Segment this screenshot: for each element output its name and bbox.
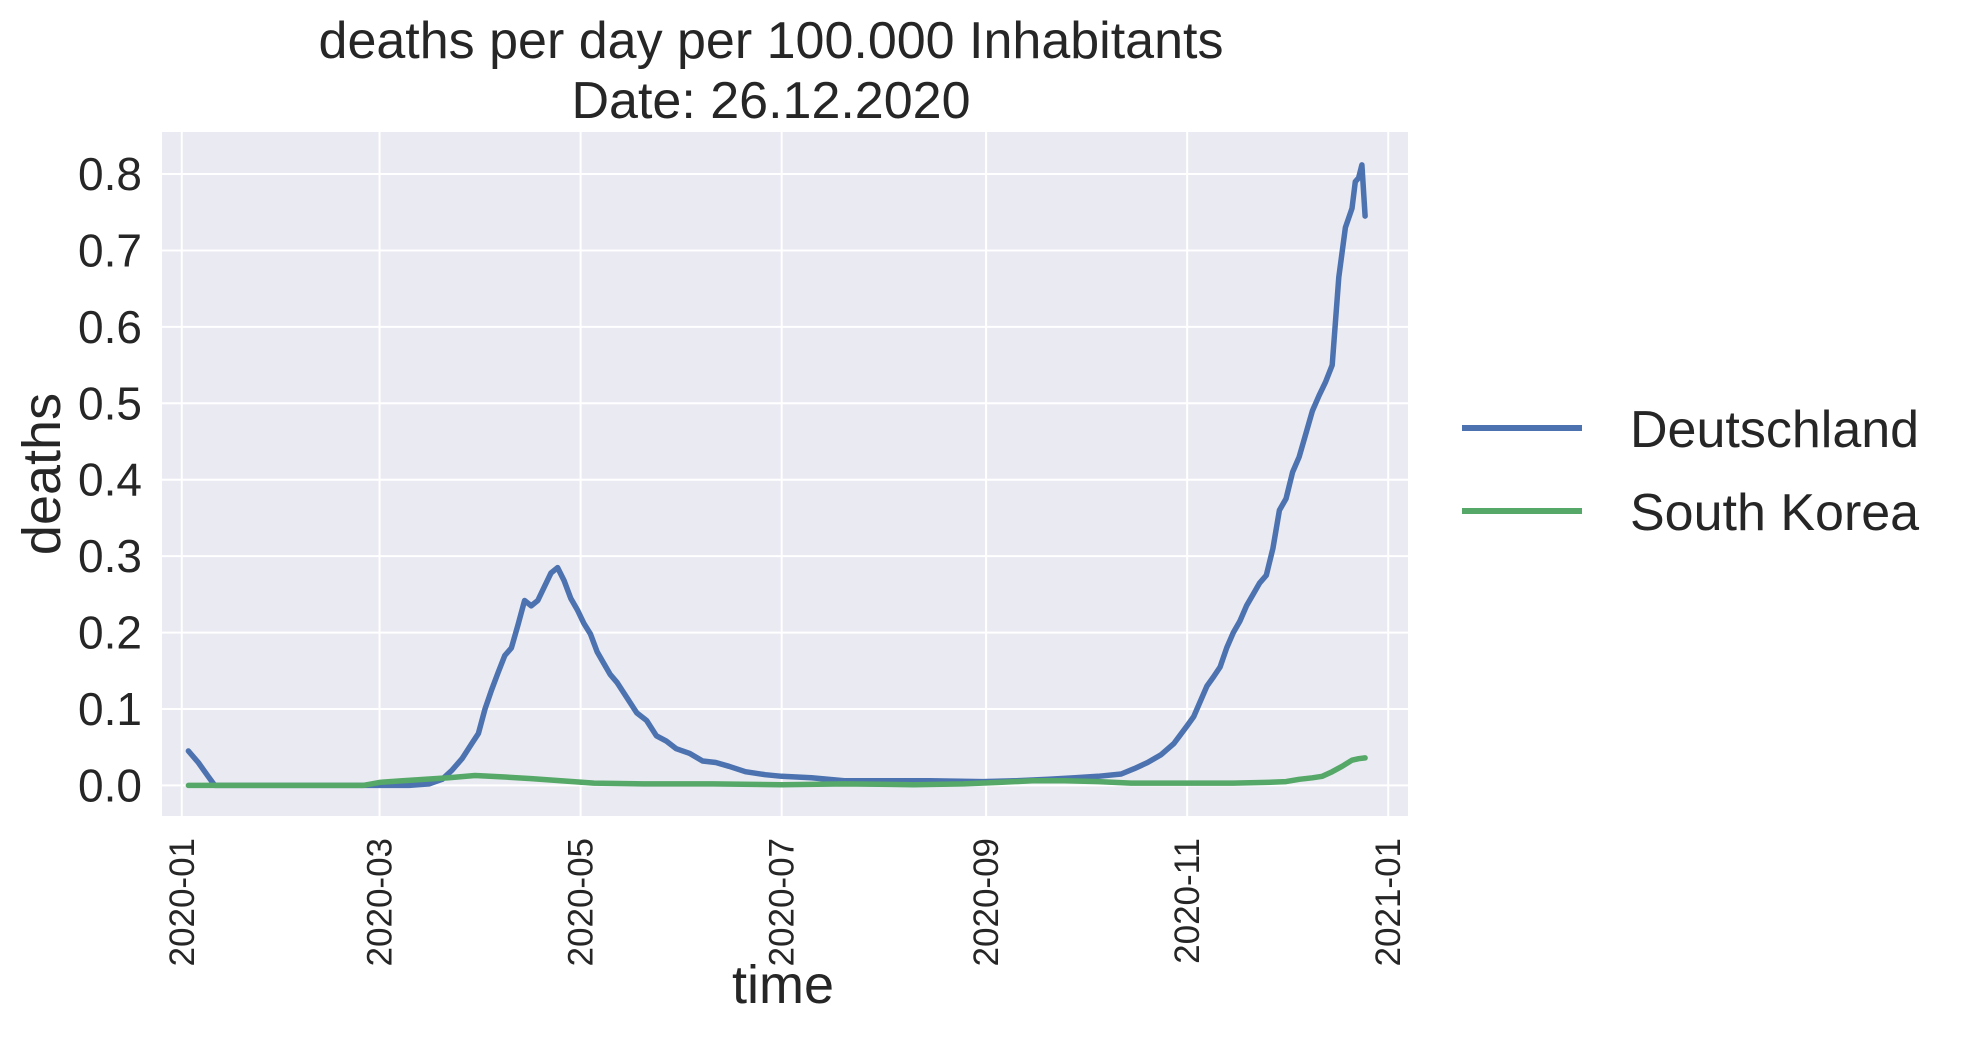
y-tick-label: 0.5 — [78, 377, 142, 429]
grid — [162, 132, 1408, 816]
y-tick-label: 0.1 — [78, 683, 142, 735]
y-tick-label: 0.7 — [78, 224, 142, 276]
y-tick-label: 0.2 — [78, 607, 142, 659]
y-tick-label: 0.3 — [78, 530, 142, 582]
x-tick-label: 2020-03 — [361, 838, 400, 966]
series-line-south-korea — [185, 755, 1368, 789]
legend-label-south-korea: South Korea — [1630, 484, 1919, 542]
y-tick-label: 0.4 — [78, 454, 142, 506]
legend-label-deutschland: Deutschland — [1630, 401, 1919, 459]
x-tick-label: 2020-01 — [163, 838, 202, 966]
series-lines — [185, 162, 1368, 789]
x-tick-label: 2020-05 — [562, 838, 601, 966]
y-tick-label: 0.6 — [78, 301, 142, 353]
legend: Deutschland South Korea — [1462, 401, 1919, 542]
y-axis-ticks: 0.0 0.1 0.2 0.3 0.4 0.5 0.6 0.7 0.8 — [78, 148, 142, 811]
x-tick-label: 2020-11 — [1168, 838, 1207, 964]
chart-title: deaths per day per 100.000 Inhabitants — [319, 12, 1224, 70]
x-tick-label: 2020-07 — [763, 838, 802, 966]
series-line-deutschland — [185, 162, 1368, 789]
x-tick-label: 2021-01 — [1369, 838, 1408, 966]
x-axis-ticks: 2020-01 2020-03 2020-05 2020-07 2020-09 2020-… — [163, 838, 1408, 966]
x-axis-label: time — [732, 955, 834, 1015]
y-axis-label: deaths — [12, 393, 72, 555]
y-tick-label: 0.8 — [78, 148, 142, 200]
chart-subtitle: Date: 26.12.2020 — [572, 72, 971, 130]
y-tick-label: 0.0 — [78, 759, 142, 811]
x-tick-label: 2020-09 — [967, 838, 1006, 966]
plot-area — [162, 132, 1408, 816]
